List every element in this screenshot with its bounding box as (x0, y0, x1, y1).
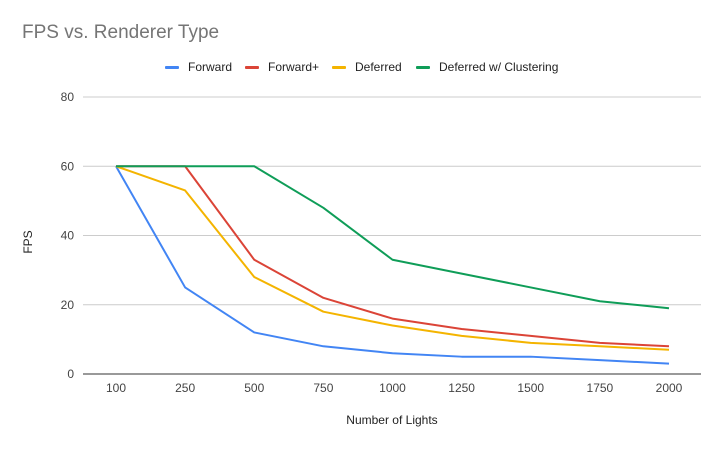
series-lines (115, 165, 670, 365)
y-tick-label: 40 (61, 229, 75, 243)
y-axis-title: FPS (21, 230, 35, 253)
legend-label-forward-plus: Forward+ (268, 60, 320, 74)
chart-title: FPS vs. Renderer Type (22, 22, 220, 43)
y-tick-labels: 0 20 40 60 80 (61, 90, 75, 381)
legend-label-deferred: Deferred (355, 60, 402, 74)
legend-label-deferred-clustering: Deferred w/ Clustering (439, 60, 559, 74)
x-tick-label: 100 (106, 381, 126, 395)
x-tick-label: 2000 (656, 381, 683, 395)
series-line-forward-[interactable] (116, 165, 670, 348)
legend-item-deferred[interactable]: Deferred (332, 60, 402, 74)
x-tick-label: 750 (313, 381, 333, 395)
legend-swatch-forward-plus (245, 65, 259, 69)
y-tick-label: 60 (61, 159, 75, 173)
x-tick-label: 1750 (587, 381, 614, 395)
series-line-deferred[interactable] (115, 165, 670, 351)
legend-label-forward: Forward (188, 60, 233, 74)
legend-swatch-deferred (332, 65, 346, 69)
gridlines (83, 96, 701, 375)
x-axis-title: Number of Lights (346, 413, 437, 427)
x-tick-label: 250 (175, 381, 195, 395)
legend: Forward Forward+ Deferred Deferred w/ Cl… (0, 60, 726, 78)
x-tick-label: 1250 (448, 381, 475, 395)
y-tick-label: 20 (61, 298, 75, 312)
y-tick-label: 0 (67, 367, 74, 381)
x-tick-labels: 100 250 500 750 1000 1250 1500 1750 2000 (106, 381, 683, 395)
legend-swatch-forward (165, 65, 179, 69)
x-tick-label: 1000 (379, 381, 406, 395)
y-tick-label: 80 (61, 90, 75, 104)
legend-item-forward-plus[interactable]: Forward+ (245, 60, 319, 74)
legend-swatch-deferred-clustering (416, 65, 430, 69)
series-line-deferred-w-clustering[interactable] (116, 165, 670, 310)
x-tick-label: 1500 (517, 381, 544, 395)
legend-item-deferred-clustering[interactable]: Deferred w/ Clustering (416, 60, 558, 74)
legend-item-forward[interactable]: Forward (165, 60, 232, 74)
series-line-forward[interactable] (115, 165, 670, 365)
x-tick-label: 500 (244, 381, 264, 395)
